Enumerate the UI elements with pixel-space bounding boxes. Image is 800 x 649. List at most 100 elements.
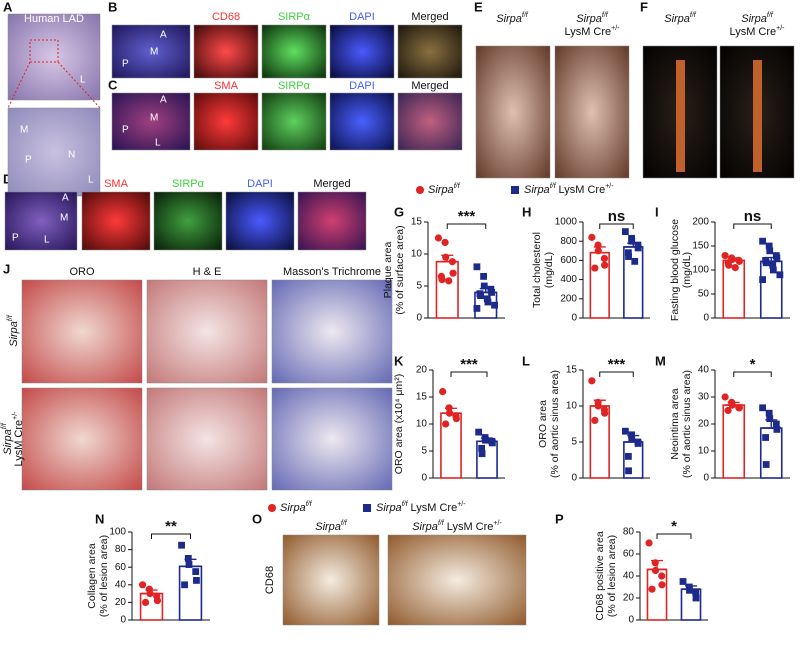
- group-suffix-sup: +/-: [457, 501, 466, 508]
- micrograph: [282, 534, 380, 626]
- region-label: L: [80, 75, 86, 86]
- panel-letter: A: [3, 0, 13, 14]
- y-axis-label: (% of lesion area): [98, 535, 110, 617]
- group-sup: f/f: [1, 422, 8, 429]
- y-axis-label: CD68 positive area: [594, 531, 606, 620]
- y-tick-label: 20: [115, 597, 127, 608]
- stain-label: H & E: [193, 266, 222, 278]
- group-label: Sirpaf/f: [576, 12, 609, 25]
- region-label: P: [25, 155, 32, 166]
- data-point: [480, 273, 487, 280]
- data-point: [185, 561, 193, 568]
- data-point: [634, 244, 642, 252]
- y-axis-label: (mg/dL): [543, 252, 555, 288]
- group-name: Sirpa: [496, 13, 522, 25]
- panel-letter: E: [474, 0, 483, 14]
- data-point: [445, 404, 453, 412]
- micrograph: [111, 92, 191, 151]
- y-tick-label: 60: [623, 549, 635, 560]
- data-point: [488, 289, 495, 296]
- significance-label: *: [671, 518, 677, 535]
- data-point: [480, 282, 488, 290]
- axis-label: CD68: [264, 566, 276, 594]
- micrograph: [81, 191, 151, 251]
- channel-label: SIRPα: [172, 178, 205, 190]
- significance-bracket: [450, 371, 488, 377]
- micrograph: [329, 92, 395, 151]
- panel-letter: K: [394, 353, 404, 368]
- group-suffix-sup: +/-: [611, 25, 620, 32]
- y-axis-label: (% of lesion area): [606, 535, 618, 617]
- significance-bracket: [733, 371, 772, 377]
- data-point: [621, 228, 629, 235]
- group-name: Sirpa: [412, 521, 438, 533]
- stain-label: Masson's Trichrome: [283, 266, 381, 278]
- data-point: [588, 233, 596, 241]
- data-point: [441, 238, 449, 247]
- aorta: [676, 60, 685, 172]
- data-point: [477, 292, 484, 299]
- y-axis-label: ORO area (x10⁴ μm²): [393, 374, 405, 474]
- significance-label: ns: [608, 208, 626, 225]
- y-tick-label: 20: [698, 419, 710, 430]
- y-axis-label: Plaque area: [382, 242, 394, 299]
- channel-label: SIRPα: [278, 80, 311, 92]
- legend-marker: [511, 186, 519, 194]
- data-point: [776, 271, 784, 279]
- data-point: [178, 541, 185, 549]
- group-name: Sirpa: [315, 521, 341, 533]
- group-name: Sirpa: [524, 184, 550, 196]
- group-suffix-sup: +/-: [12, 411, 19, 420]
- group-suffix: LysM Cre: [13, 420, 25, 467]
- region-label: L: [88, 175, 94, 186]
- y-tick-label: 60: [115, 562, 127, 573]
- significance-bracket: [733, 223, 772, 229]
- y-tick-label: 5: [571, 437, 577, 448]
- group-sup: f/f: [602, 12, 609, 19]
- data-point: [692, 589, 700, 596]
- data-point: [473, 263, 481, 271]
- micrograph: [146, 279, 268, 384]
- significance-bracket: [599, 371, 634, 377]
- data-point: [766, 247, 774, 255]
- data-point: [645, 539, 653, 547]
- micrograph: [271, 279, 393, 384]
- data-point: [601, 409, 609, 417]
- y-tick-label: 0: [628, 615, 634, 626]
- region-label: M: [20, 125, 28, 136]
- data-point: [721, 393, 729, 401]
- group-suffix-sup: +/-: [493, 520, 502, 527]
- channel-label: DAPI: [247, 178, 273, 190]
- group-name: Sirpa: [741, 13, 767, 25]
- group-sup: f/f: [690, 12, 697, 19]
- data-point: [735, 404, 743, 412]
- data-point: [625, 467, 632, 475]
- data-point: [442, 420, 450, 428]
- y-tick-label: 400: [560, 274, 577, 285]
- panel-letter: B: [108, 0, 117, 14]
- data-point: [594, 402, 602, 410]
- micrograph: [153, 191, 223, 251]
- channel-label: SMA: [104, 178, 129, 190]
- y-axis-label: Collagen area: [86, 543, 98, 609]
- micrograph: [297, 191, 367, 251]
- bar: [722, 404, 746, 479]
- data-point: [588, 377, 596, 385]
- y-tick-label: 10: [411, 249, 423, 260]
- group-name: Sirpa: [376, 502, 402, 514]
- micrograph: [4, 191, 78, 251]
- group-sup: f/f: [522, 12, 529, 19]
- y-tick-label: 200: [692, 217, 709, 228]
- significance-label: ***: [458, 208, 476, 225]
- group-name: Sirpa: [280, 502, 306, 514]
- data-point: [153, 597, 162, 605]
- group-suffix: LysM Cre: [447, 521, 494, 533]
- panel-letter: I: [655, 204, 659, 219]
- data-point: [724, 406, 732, 415]
- data-point: [192, 568, 200, 575]
- micrograph: [475, 45, 551, 179]
- data-point: [442, 253, 450, 261]
- data-point: [445, 277, 453, 285]
- data-point: [624, 453, 632, 460]
- region-label: P: [122, 125, 129, 136]
